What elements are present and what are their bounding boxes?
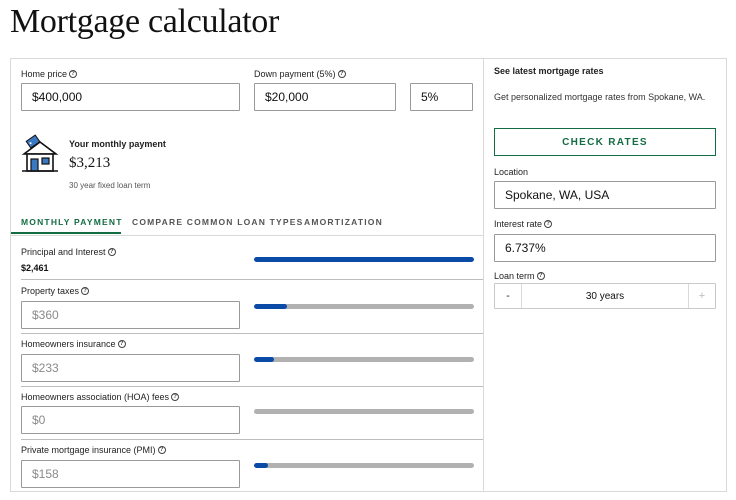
loan-term-value: 30 years — [521, 284, 689, 308]
row-divider — [21, 439, 484, 440]
loan-term-label-text: Loan term — [494, 271, 535, 281]
property-taxes-bar-fill — [254, 304, 287, 309]
principal-interest-bar-fill — [254, 257, 474, 262]
row-divider — [21, 333, 484, 334]
location-label: Location — [494, 167, 528, 177]
hoa-fees-label-text: Homeowners association (HOA) fees — [21, 392, 170, 402]
hoa-fees-input[interactable]: $0 — [21, 406, 240, 434]
principal-interest-label-text: Principal and Interest — [21, 247, 106, 257]
loan-term-increase-button[interactable]: + — [698, 290, 706, 302]
pmi-bar — [254, 463, 474, 468]
property-taxes-label-text: Property taxes — [21, 286, 80, 296]
down-payment-percent-input[interactable]: 5% — [410, 83, 473, 111]
help-icon[interactable]: ? — [171, 393, 180, 401]
row-divider — [21, 279, 484, 280]
rates-panel: See latest mortgage rates Get personaliz… — [483, 58, 727, 492]
homeowners-insurance-input[interactable]: $233 — [21, 354, 240, 382]
monthly-payment-amount: $3,213 — [69, 155, 111, 171]
row-divider — [21, 386, 484, 387]
loan-term-note: 30 year fixed loan term — [69, 181, 151, 190]
interest-rate-input[interactable]: 6.737% — [494, 234, 716, 262]
property-taxes-bar — [254, 304, 474, 309]
homeowners-insurance-label: Homeowners insurance ? — [21, 339, 126, 349]
page-title: Mortgage calculator — [10, 3, 280, 40]
help-icon[interactable]: ? — [544, 220, 553, 228]
pmi-input[interactable]: $158 — [21, 460, 240, 488]
monthly-payment-title: Your monthly payment — [69, 139, 166, 149]
homeowners-insurance-bar — [254, 357, 474, 362]
pmi-label: Private mortgage insurance (PMI) ? — [21, 445, 166, 455]
home-price-label: Home price ? — [21, 69, 78, 79]
tab-monthly-payment[interactable]: MONTHLY PAYMENT — [21, 217, 123, 227]
help-icon[interactable]: ? — [107, 248, 116, 256]
principal-interest-label: Principal and Interest ? — [21, 247, 116, 257]
tab-amortization[interactable]: AMORTIZATION — [304, 217, 383, 227]
pmi-label-text: Private mortgage insurance (PMI) — [21, 445, 156, 455]
help-icon[interactable]: ? — [536, 272, 545, 280]
rates-heading: See latest mortgage rates — [494, 66, 604, 76]
principal-interest-value: $2,461 — [21, 263, 49, 273]
location-input[interactable]: Spokane, WA, USA — [494, 181, 716, 209]
interest-rate-label-text: Interest rate — [494, 219, 543, 229]
property-taxes-input[interactable]: $360 — [21, 301, 240, 329]
homeowners-insurance-label-text: Homeowners insurance — [21, 339, 116, 349]
property-taxes-label: Property taxes ? — [21, 286, 90, 296]
loan-term-label: Loan term ? — [494, 271, 545, 281]
loan-term-decrease-button[interactable]: - — [506, 290, 510, 302]
rates-description: Get personalized mortgage rates from Spo… — [494, 92, 706, 102]
help-icon[interactable]: ? — [157, 446, 166, 454]
help-icon[interactable]: ? — [337, 70, 346, 78]
pmi-bar-fill — [254, 463, 269, 468]
help-icon[interactable]: ? — [81, 287, 90, 295]
down-payment-amount-input[interactable]: $20,000 — [254, 83, 396, 111]
help-icon[interactable]: ? — [117, 340, 126, 348]
homeowners-insurance-bar-fill — [254, 357, 274, 362]
home-price-input[interactable]: $400,000 — [21, 83, 240, 111]
tab-compare-loan-types[interactable]: COMPARE COMMON LOAN TYPES — [132, 217, 304, 227]
loan-term-stepper: - 30 years + — [494, 283, 716, 309]
interest-rate-label: Interest rate ? — [494, 219, 553, 229]
principal-interest-bar — [254, 257, 474, 262]
check-rates-button[interactable]: CHECK RATES — [494, 128, 716, 156]
down-payment-label: Down payment (5%) ? — [254, 69, 346, 79]
tab-bar: MONTHLY PAYMENT COMPARE COMMON LOAN TYPE… — [11, 209, 484, 236]
active-tab-indicator — [11, 232, 121, 234]
location-label-text: Location — [494, 167, 529, 177]
calculator-panel: Home price ? $400,000 Down payment (5%) … — [10, 58, 484, 492]
house-icon — [21, 134, 59, 172]
down-payment-label-text: Down payment (5%) — [254, 69, 336, 79]
hoa-fees-bar — [254, 409, 474, 414]
hoa-fees-label: Homeowners association (HOA) fees ? — [21, 392, 180, 402]
help-icon[interactable]: ? — [69, 70, 78, 78]
home-price-label-text: Home price — [21, 69, 68, 79]
